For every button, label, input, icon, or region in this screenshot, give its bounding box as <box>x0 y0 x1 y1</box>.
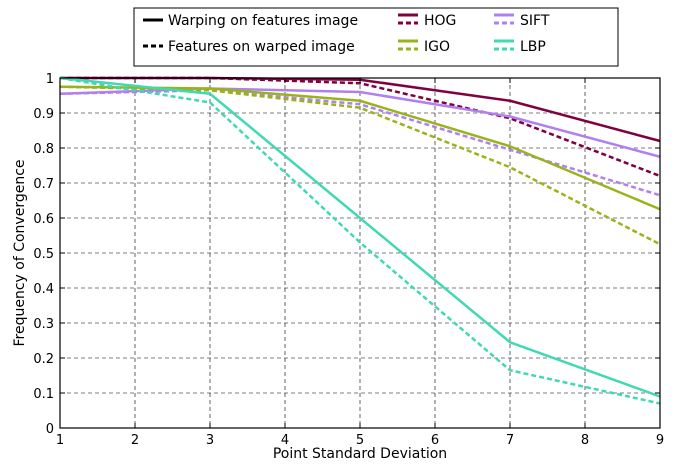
x-tick-label: 5 <box>356 433 364 448</box>
series-line-lbp-solid <box>59 76 661 398</box>
y-tick-label: 0.4 <box>33 282 54 297</box>
y-tick-label: 0.1 <box>33 387 54 402</box>
x-tick-label: 9 <box>656 433 664 448</box>
legend-label-lbp: LBP <box>520 39 546 55</box>
y-tick-label: 0 <box>46 422 54 437</box>
y-tick-label: 0.3 <box>33 317 54 332</box>
legend-label-hog: HOG <box>424 13 456 29</box>
legend-box <box>133 7 619 67</box>
y-tick-label: 0.2 <box>33 352 54 367</box>
y-tick-label: 0.5 <box>33 247 54 262</box>
y-tick-label: 0.8 <box>33 142 54 157</box>
x-axis-label: Point Standard Deviation <box>273 446 447 462</box>
legend-label-warping-on-features: Warping on features image <box>168 13 358 29</box>
legend-label-sift: SIFT <box>520 13 550 29</box>
x-tick-label: 8 <box>581 433 589 448</box>
legend-label-igo: IGO <box>424 39 450 55</box>
y-axis-label: Frequency of Convergence <box>12 159 28 346</box>
x-tick-label: 1 <box>56 433 64 448</box>
axis-ticks: 1 2 3 4 5 6 7 8 9 0 0.1 0.2 0.3 0.4 0.5 0.6 0.7 0.8 0.9 1 <box>33 72 664 448</box>
grid <box>60 78 660 428</box>
x-tick-label: 4 <box>281 433 289 448</box>
legend-label-features-on-warped: Features on warped image <box>168 39 355 55</box>
y-tick-label: 0.7 <box>33 177 54 192</box>
x-tick-label: 2 <box>131 433 139 448</box>
series-line-sift-dashed <box>59 88 661 197</box>
legend: Warping on features image Features on wa… <box>133 7 619 67</box>
x-tick-label: 6 <box>431 433 439 448</box>
legend-series-entries: HOG SIFT IGO LBP <box>398 13 550 55</box>
x-tick-label: 7 <box>506 433 514 448</box>
y-tick-label: 0.6 <box>33 212 54 227</box>
x-tick-label: 3 <box>206 433 214 448</box>
y-tick-label: 0.9 <box>33 107 54 122</box>
y-tick-label: 1 <box>46 72 54 87</box>
